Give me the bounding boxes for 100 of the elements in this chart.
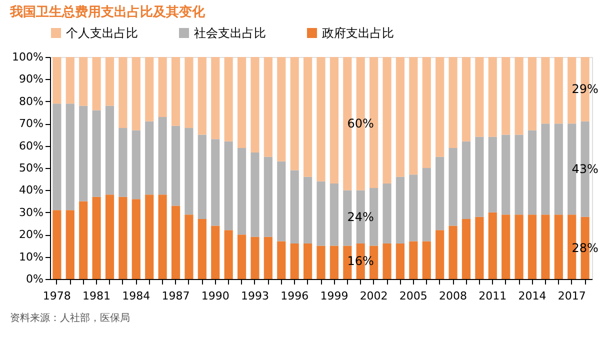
bar bbox=[528, 214, 537, 279]
bar bbox=[514, 214, 524, 279]
bar bbox=[92, 57, 101, 110]
bar bbox=[422, 168, 431, 242]
y-tick-label: 100% bbox=[12, 50, 44, 64]
bar bbox=[79, 57, 88, 106]
x-tick-label: 2005 bbox=[399, 290, 428, 302]
x-tick-label: 2014 bbox=[518, 290, 546, 302]
bar bbox=[304, 243, 312, 279]
bar bbox=[541, 214, 550, 279]
bar bbox=[132, 130, 140, 200]
bar bbox=[105, 194, 114, 279]
bar bbox=[237, 57, 246, 148]
bar bbox=[66, 104, 74, 210]
bar bbox=[145, 121, 154, 195]
bar bbox=[475, 216, 484, 279]
x-tick-label: 2008 bbox=[439, 290, 468, 302]
y-tick-label: 10% bbox=[19, 250, 44, 264]
bar bbox=[211, 139, 220, 226]
bar bbox=[554, 57, 563, 124]
bar bbox=[488, 212, 497, 279]
bar bbox=[79, 106, 88, 202]
bar bbox=[290, 243, 299, 279]
bar bbox=[132, 57, 140, 130]
bar bbox=[237, 234, 246, 279]
bar bbox=[250, 152, 260, 237]
bar bbox=[66, 210, 74, 279]
bar bbox=[237, 148, 246, 235]
legend-label: 政府支出占比 bbox=[322, 26, 394, 40]
bar bbox=[330, 57, 338, 184]
bar bbox=[224, 57, 233, 142]
bar bbox=[52, 57, 62, 104]
y-tick-label: 90% bbox=[19, 72, 44, 86]
x-tick-label: 2002 bbox=[360, 290, 388, 302]
bar bbox=[118, 57, 128, 128]
bar bbox=[184, 128, 194, 215]
bar bbox=[66, 57, 74, 104]
bar bbox=[145, 57, 154, 122]
x-tick-label: 1993 bbox=[240, 290, 269, 302]
y-tick-label: 40% bbox=[19, 184, 44, 197]
bar bbox=[409, 57, 418, 175]
bar bbox=[448, 57, 458, 148]
y-tick-label: 0% bbox=[26, 272, 44, 286]
bar bbox=[250, 57, 260, 152]
bar bbox=[396, 243, 405, 279]
bar bbox=[250, 236, 260, 279]
bar bbox=[211, 57, 220, 140]
bar bbox=[382, 184, 392, 244]
bar bbox=[554, 214, 563, 279]
bar bbox=[422, 241, 431, 279]
x-tick-label: 1996 bbox=[280, 290, 309, 302]
bar bbox=[502, 57, 510, 135]
x-tick-label: 1981 bbox=[82, 290, 111, 302]
bar bbox=[514, 134, 524, 215]
bar bbox=[105, 57, 114, 106]
x-tick-label: 1978 bbox=[42, 290, 71, 302]
bar bbox=[462, 141, 471, 220]
bar bbox=[330, 246, 338, 279]
bar bbox=[171, 126, 180, 206]
bar bbox=[409, 241, 418, 279]
y-tick-label: 60% bbox=[19, 139, 44, 152]
bar bbox=[475, 57, 484, 137]
bar bbox=[396, 57, 405, 177]
bar bbox=[79, 201, 88, 279]
bar bbox=[541, 124, 550, 215]
bar bbox=[211, 226, 220, 279]
bar bbox=[290, 57, 299, 170]
bar bbox=[158, 116, 167, 195]
bar bbox=[92, 110, 101, 197]
bar bbox=[52, 210, 62, 279]
bar bbox=[132, 199, 140, 279]
bar bbox=[502, 214, 510, 279]
bar bbox=[448, 226, 458, 279]
bar bbox=[330, 184, 338, 246]
data-label: 29% bbox=[572, 82, 598, 96]
bar bbox=[224, 230, 233, 279]
data-label: 43% bbox=[572, 162, 598, 176]
bar bbox=[224, 141, 233, 230]
bar bbox=[184, 214, 194, 279]
bar bbox=[304, 57, 312, 177]
y-tick-label: 50% bbox=[19, 162, 44, 174]
bar bbox=[436, 230, 444, 279]
bar bbox=[171, 206, 180, 279]
bar bbox=[118, 128, 128, 197]
bar bbox=[462, 57, 471, 142]
bar bbox=[528, 130, 537, 215]
bar bbox=[316, 57, 326, 182]
bar bbox=[52, 104, 62, 210]
bar bbox=[409, 174, 418, 242]
x-tick-label: 1984 bbox=[122, 290, 150, 302]
bar bbox=[304, 176, 312, 244]
y-tick-label: 80% bbox=[19, 94, 44, 108]
bar bbox=[436, 57, 444, 157]
data-label: 60% bbox=[347, 116, 374, 131]
bar bbox=[422, 57, 431, 168]
bar bbox=[290, 170, 299, 244]
y-tick-label: 30% bbox=[19, 206, 44, 219]
bar bbox=[448, 148, 458, 226]
bar bbox=[145, 194, 154, 279]
bar bbox=[502, 134, 510, 215]
